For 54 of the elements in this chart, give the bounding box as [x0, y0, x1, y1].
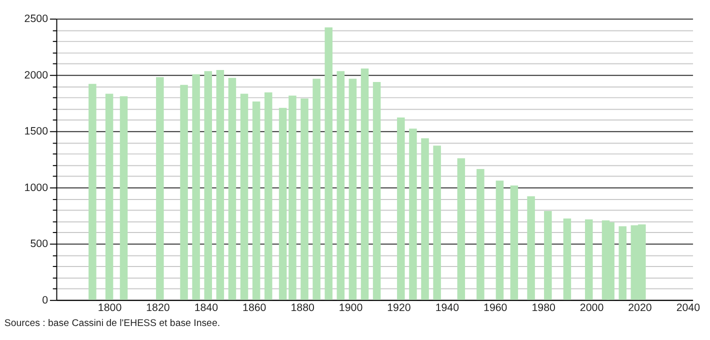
bar [544, 211, 552, 300]
x-tick-label: 1820 [146, 302, 170, 314]
bar [348, 78, 357, 300]
bar [476, 168, 484, 300]
y-tick-label: 500 [30, 238, 48, 250]
bar [496, 180, 504, 300]
bar [216, 70, 224, 300]
bar [240, 94, 248, 300]
x-tick-label: 2000 [580, 302, 604, 314]
bar [105, 94, 114, 300]
bar [618, 226, 627, 300]
bar [336, 71, 345, 300]
bar [252, 101, 260, 300]
x-tick-label: 1960 [484, 302, 508, 314]
bar [563, 218, 572, 300]
bar [397, 118, 405, 300]
bar [433, 146, 441, 300]
bar [457, 158, 466, 300]
bar [324, 27, 332, 300]
bar [421, 138, 429, 300]
x-tick-label: 2040 [676, 302, 700, 314]
x-tick-label: 1980 [532, 302, 556, 314]
x-tick-label: 1920 [387, 302, 411, 314]
x-tick-label: 1940 [435, 302, 460, 314]
bar [372, 82, 381, 300]
bar [288, 96, 296, 300]
bar [527, 196, 535, 300]
x-tick-label: 2020 [628, 302, 652, 314]
bar [278, 108, 287, 300]
x-tick-label: 1800 [98, 302, 122, 314]
y-tick-label: 2500 [24, 13, 48, 26]
x-tick-label: 1860 [242, 302, 266, 314]
x-tick-label: 1900 [338, 302, 363, 314]
y-tick-label: 1000 [24, 182, 48, 194]
y-tick-label: 2000 [24, 69, 48, 82]
bar [360, 68, 369, 300]
bar [409, 128, 417, 300]
x-tick-label: 1880 [290, 302, 315, 314]
bar [585, 219, 593, 300]
bar [192, 74, 200, 300]
bar [312, 78, 320, 300]
y-tick-label: 1500 [24, 126, 48, 138]
bar [300, 98, 308, 300]
bar [180, 84, 188, 300]
bar [120, 96, 128, 300]
x-tick-label: 1840 [194, 302, 218, 314]
bar [156, 77, 164, 300]
bar [264, 92, 272, 300]
bar [204, 71, 212, 300]
source-note: Sources : base Cassini de l'EHESS et base Insee. [4, 318, 220, 330]
bar [510, 186, 518, 300]
y-tick-label: 0 [42, 294, 48, 306]
bar [88, 84, 96, 300]
bar [228, 78, 236, 300]
